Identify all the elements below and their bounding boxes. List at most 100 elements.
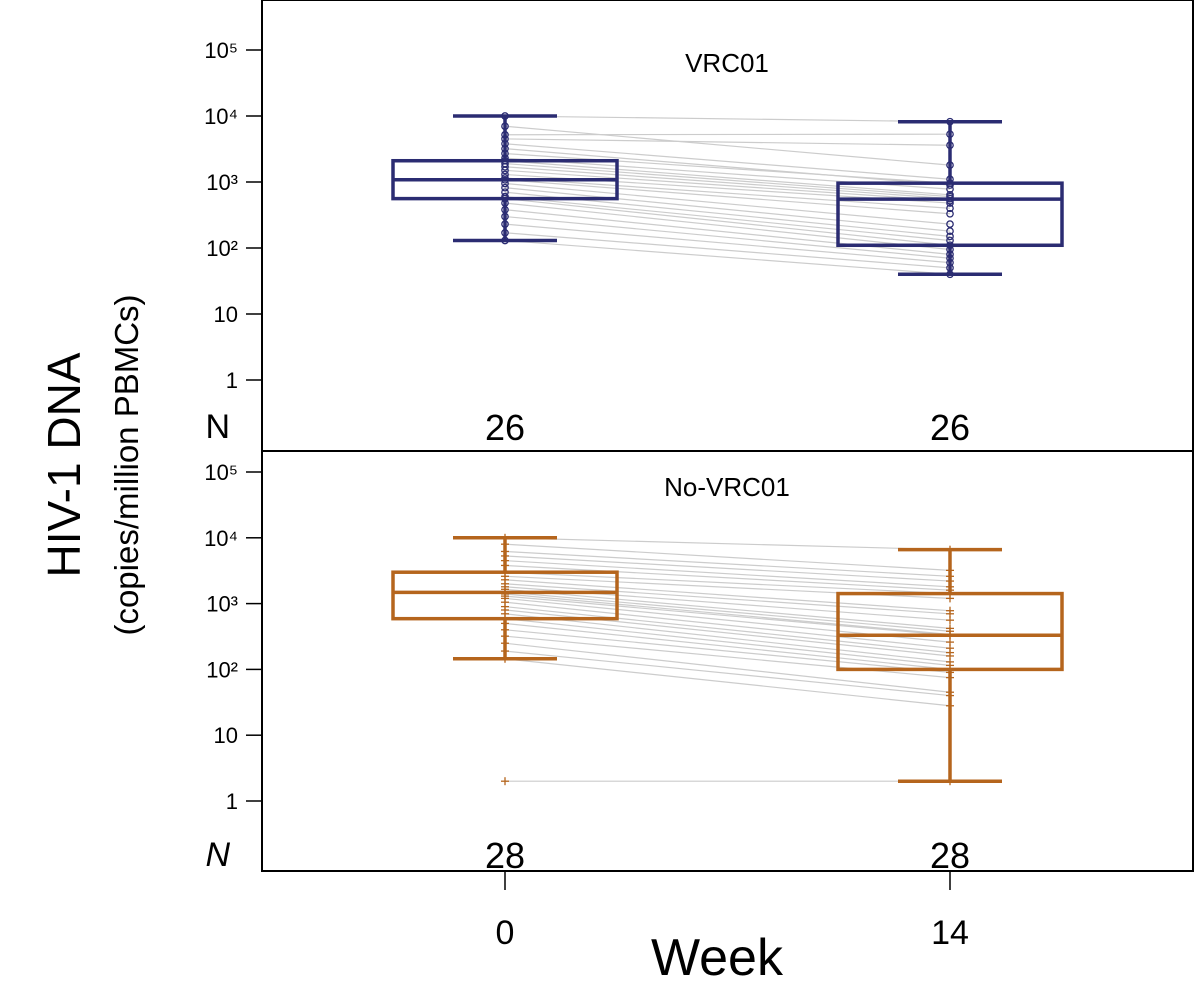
data-point	[946, 270, 954, 279]
data-point	[501, 130, 509, 139]
paired-line	[504, 115, 951, 123]
data-point	[501, 632, 509, 641]
x-axis-title: Week	[651, 929, 784, 982]
paired-line	[504, 560, 951, 588]
panel-vrc01: 1 10 10² 10³ 10⁴ 10⁵ VRC01 N 26 26	[204, 0, 1194, 452]
y-tick-label: 10²	[206, 236, 238, 261]
paired-line	[504, 609, 951, 657]
data-point	[946, 250, 954, 259]
data-point	[946, 594, 954, 603]
paired-line	[504, 239, 951, 275]
paired-line	[504, 537, 951, 551]
x-tick-label: 0	[496, 914, 515, 952]
data-point	[946, 691, 954, 700]
paired-line	[504, 591, 951, 632]
paired-line	[504, 564, 951, 591]
data-point	[946, 185, 954, 193]
data-point	[501, 639, 509, 648]
data-point	[501, 154, 509, 162]
y-tick-label: 10⁵	[204, 460, 238, 485]
paired-line	[504, 650, 951, 697]
paired-line	[504, 148, 951, 186]
n-value: 28	[930, 835, 970, 876]
data-point	[946, 236, 954, 245]
data-point	[501, 122, 509, 131]
paired-line	[504, 143, 951, 180]
paired-line	[504, 555, 951, 582]
paired-line	[504, 550, 951, 577]
panel-frame	[261, 450, 1194, 872]
paired-line	[504, 571, 951, 595]
paired-line	[504, 138, 951, 146]
data-point	[946, 209, 954, 218]
data-point	[501, 654, 509, 663]
data-point	[501, 139, 509, 148]
y-tick-label: 10⁵	[204, 38, 238, 63]
data-point	[501, 777, 509, 786]
panels: 1 10 10² 10³ 10⁴ 10⁵ VRC01 N 26 26 1 10 10² 10³ 10⁴ 10⁵…	[204, 0, 1194, 876]
panel-title: VRC01	[685, 48, 769, 78]
data-point	[501, 647, 509, 656]
paired-line	[504, 169, 951, 202]
n-row-label: N	[205, 836, 230, 874]
data-point	[501, 540, 509, 549]
data-point	[501, 561, 509, 570]
y-tick-label: 10	[214, 723, 238, 748]
data-point	[946, 227, 954, 236]
y-axis-title: HIV-1 DNA	[38, 352, 90, 577]
paired-line	[504, 588, 951, 629]
paired-line	[504, 629, 951, 674]
data-point	[946, 232, 954, 241]
data-point	[501, 236, 509, 245]
y-tick-label: 10⁴	[204, 104, 238, 129]
data-point	[946, 117, 954, 126]
y-axis-subtitle: (copies/million PBMCs)	[108, 294, 145, 635]
paired-line	[504, 622, 951, 670]
data-point	[501, 144, 509, 153]
data-point	[501, 175, 509, 184]
paired-line	[504, 593, 951, 636]
data-point	[946, 631, 954, 640]
paired-line	[504, 177, 951, 209]
data-point	[946, 616, 954, 625]
paired-line	[504, 133, 951, 136]
paired-line	[504, 187, 951, 232]
data-point	[946, 545, 954, 554]
data-point	[501, 135, 509, 143]
data-point	[946, 196, 954, 205]
data-point	[501, 149, 509, 158]
data-point	[946, 701, 954, 710]
data-point	[946, 241, 954, 250]
n-value: 26	[930, 407, 970, 448]
paired-line	[504, 182, 951, 225]
data-point	[946, 258, 954, 267]
panel-title: No-VRC01	[664, 472, 790, 502]
data-point	[946, 204, 954, 213]
paired-line	[504, 595, 951, 636]
y-tick-label: 10³	[206, 592, 238, 617]
data-point	[501, 212, 509, 221]
paired-line	[504, 223, 951, 264]
paired-line	[504, 215, 951, 259]
paired-line	[504, 579, 951, 612]
n-row-label: N	[205, 408, 230, 446]
paired-line	[504, 198, 951, 246]
y-tick-label: 10⁴	[204, 526, 238, 551]
paired-line	[504, 196, 951, 242]
data-point	[501, 112, 509, 120]
data-point	[501, 166, 509, 175]
y-tick-label: 10	[214, 302, 238, 327]
data-point	[946, 245, 954, 254]
paired-line	[504, 601, 951, 649]
paired-line	[504, 152, 951, 184]
paired-line	[504, 125, 951, 166]
paired-line	[504, 160, 951, 196]
data-point	[501, 194, 509, 203]
data-point	[501, 228, 509, 237]
paired-line	[504, 543, 951, 571]
data-point	[946, 777, 954, 786]
data-point	[501, 162, 509, 171]
paired-line	[504, 166, 951, 200]
data-point	[501, 183, 509, 192]
